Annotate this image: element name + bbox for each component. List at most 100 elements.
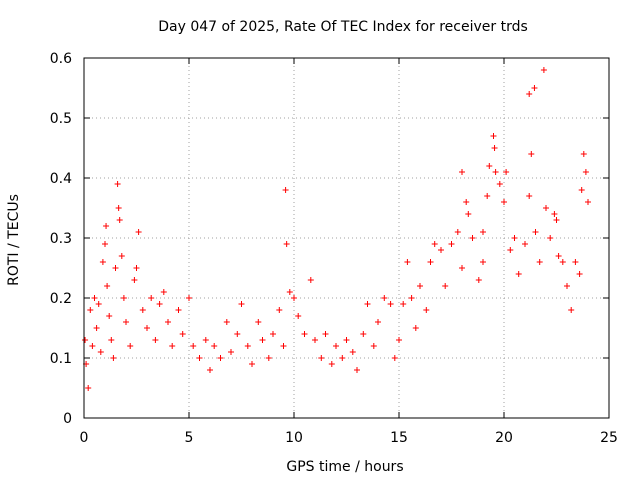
data-point: [465, 211, 472, 217]
data-point: [186, 295, 192, 301]
data-point: [528, 151, 535, 157]
data-point: [99, 259, 106, 265]
data-point: [585, 199, 591, 205]
data-point: [148, 295, 155, 301]
data-point: [412, 325, 419, 331]
data-point: [322, 331, 329, 337]
data-point: [580, 151, 587, 157]
data-point: [139, 307, 146, 313]
data-point: [526, 193, 533, 199]
data-point: [540, 67, 547, 73]
y-tick-label: 0.2: [50, 291, 72, 307]
y-tick-label: 0.1: [50, 351, 72, 367]
data-point: [249, 361, 255, 367]
data-point: [454, 229, 461, 235]
data-point: [87, 307, 94, 313]
data-point: [207, 367, 213, 373]
data-point: [501, 199, 507, 205]
data-point: [559, 259, 566, 265]
data-point: [82, 337, 89, 343]
data-point: [169, 343, 176, 349]
data-point: [244, 343, 251, 349]
data-point: [108, 337, 115, 343]
data-point: [110, 355, 117, 361]
data-point: [165, 319, 171, 325]
y-tick-label: 0.5: [50, 111, 72, 127]
data-point: [417, 283, 423, 289]
data-point: [120, 295, 127, 301]
data-point: [265, 355, 272, 361]
data-point: [442, 283, 449, 289]
data-point: [217, 355, 224, 361]
data-point: [480, 259, 486, 265]
x-tick-label: 25: [600, 430, 618, 446]
data-point: [196, 355, 203, 361]
data-point: [536, 259, 543, 265]
x-tick-label: 0: [80, 430, 89, 446]
data-point: [576, 271, 583, 277]
data-point: [234, 331, 241, 337]
data-point: [131, 277, 138, 283]
data-point: [115, 205, 122, 211]
data-point: [475, 277, 482, 283]
data-point: [95, 301, 102, 307]
data-point: [116, 217, 123, 223]
data-point: [339, 355, 346, 361]
data-point: [349, 349, 356, 355]
y-tick-label: 0.6: [50, 51, 72, 67]
data-point: [112, 265, 119, 271]
scatter-points: [82, 67, 591, 391]
data-point: [459, 169, 465, 175]
data-point: [259, 337, 266, 343]
data-point: [354, 367, 360, 373]
data-point: [280, 343, 287, 349]
data-point: [408, 295, 415, 301]
data-point: [404, 259, 411, 265]
data-point: [276, 307, 283, 313]
grid-lines: [84, 58, 609, 418]
data-point: [133, 265, 140, 271]
data-point: [152, 337, 159, 343]
y-tick-label: 0: [63, 411, 72, 427]
data-point: [375, 319, 381, 325]
data-point: [85, 385, 92, 391]
data-point: [127, 343, 134, 349]
data-point: [179, 331, 186, 337]
data-point: [484, 193, 491, 199]
data-point: [438, 247, 444, 253]
data-point: [318, 355, 325, 361]
data-point: [118, 253, 125, 259]
data-point: [312, 337, 318, 343]
data-point: [396, 337, 402, 343]
data-point: [89, 343, 96, 349]
data-point: [255, 319, 262, 325]
x-tick-label: 20: [495, 430, 513, 446]
data-point: [503, 169, 510, 175]
data-point: [370, 343, 377, 349]
data-point: [106, 313, 113, 319]
x-tick-label: 5: [185, 430, 194, 446]
data-point: [423, 307, 430, 313]
data-point: [515, 271, 522, 277]
data-point: [91, 295, 98, 301]
data-point: [582, 169, 589, 175]
data-point: [387, 301, 394, 307]
data-point: [486, 163, 493, 169]
data-point: [480, 229, 486, 235]
data-point: [490, 133, 497, 139]
data-point: [507, 247, 514, 253]
data-point: [270, 331, 276, 337]
data-point: [400, 301, 407, 307]
data-point: [391, 355, 398, 361]
data-point: [307, 277, 314, 283]
data-point: [328, 361, 335, 367]
data-point: [578, 187, 585, 193]
data-point: [283, 241, 290, 247]
data-point: [333, 343, 339, 349]
data-point: [531, 85, 538, 91]
data-point: [156, 301, 163, 307]
data-point: [543, 205, 549, 211]
data-point: [135, 229, 142, 235]
